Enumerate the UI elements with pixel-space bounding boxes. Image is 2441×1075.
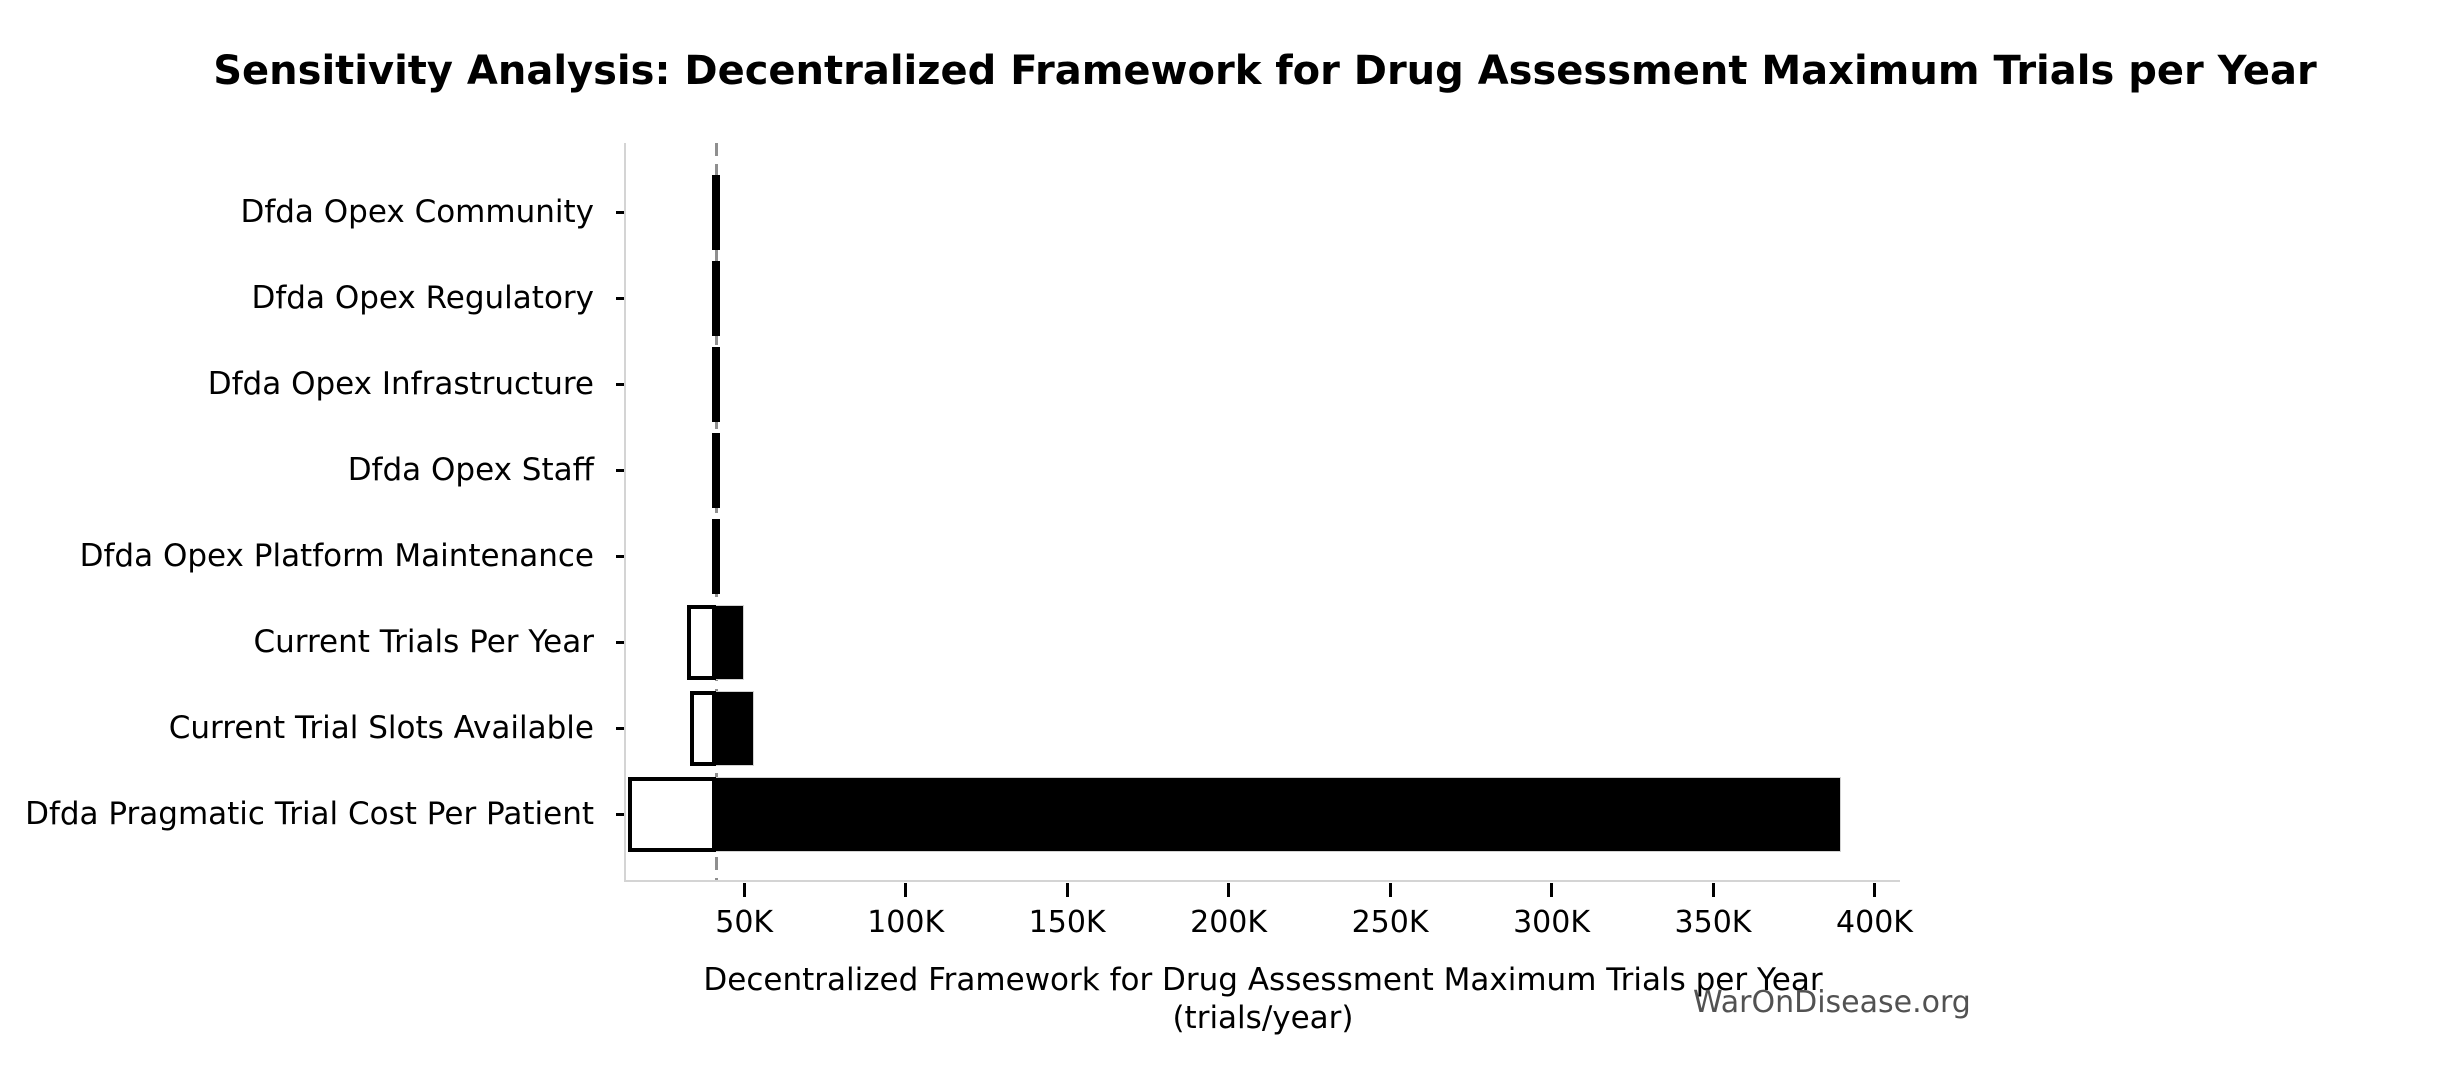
bar-low-segment [627,776,717,852]
x-axis-label: Decentralized Framework for Drug Assessm… [703,962,1823,1036]
y-axis-tick [616,812,624,816]
x-axis-tick-label: 350K [1674,905,1752,940]
bar-low-segment [712,260,721,336]
x-axis-tick [1550,883,1554,897]
y-axis-tick [616,640,624,644]
x-axis-tick-label: 150K [1028,905,1106,940]
y-axis-tick [616,554,624,558]
x-axis-tick [904,883,908,897]
y-axis-tick-label: Dfda Opex Platform Maintenance [79,538,594,574]
y-axis-tick-label: Current Trial Slots Available [168,710,594,746]
y-axis-tick-label: Dfda Opex Regulatory [251,280,594,316]
y-axis-tick [616,726,624,730]
y-axis-tick [616,210,624,214]
bar-low-segment [686,604,717,680]
y-axis-tick-label: Dfda Opex Staff [347,452,594,488]
bar-low-segment [712,432,721,508]
bar-low-segment [689,690,717,766]
x-axis-tick [1388,883,1392,897]
y-axis-tick-label: Dfda Opex Infrastructure [207,366,594,402]
x-axis-tick [1227,883,1231,897]
bar-low-segment [712,346,721,422]
x-axis-tick [1711,883,1715,897]
x-axis-tick [742,883,746,897]
x-axis-tick-label: 200K [1190,905,1268,940]
baseline-marker [714,143,718,880]
bar-low-segment [712,174,721,250]
y-axis-tick [616,468,624,472]
y-axis-tick [616,296,624,300]
x-axis-tick-label: 50K [715,905,774,940]
bar-low-segment [712,518,721,594]
y-axis-tick-label: Dfda Opex Community [240,194,594,230]
x-axis-tick-label: 250K [1351,905,1429,940]
y-axis-tick-label: Current Trials Per Year [253,624,594,660]
x-axis-tick-label: 300K [1513,905,1591,940]
x-axis-tick [1872,883,1876,897]
x-axis-tick-label: 100K [867,905,945,940]
y-axis-tick-label: Dfda Pragmatic Trial Cost Per Patient [25,796,594,832]
x-axis-tick [1065,883,1069,897]
y-axis-tick [616,382,624,386]
watermark: WarOnDisease.org [1693,985,1971,1020]
chart-title: Sensitivity Analysis: Decentralized Fram… [213,48,2317,94]
x-axis-tick-label: 400K [1836,905,1913,940]
bar-range [627,776,1841,852]
plot-area: Decentralized Framework for Drug Assessm… [25,143,1913,1036]
